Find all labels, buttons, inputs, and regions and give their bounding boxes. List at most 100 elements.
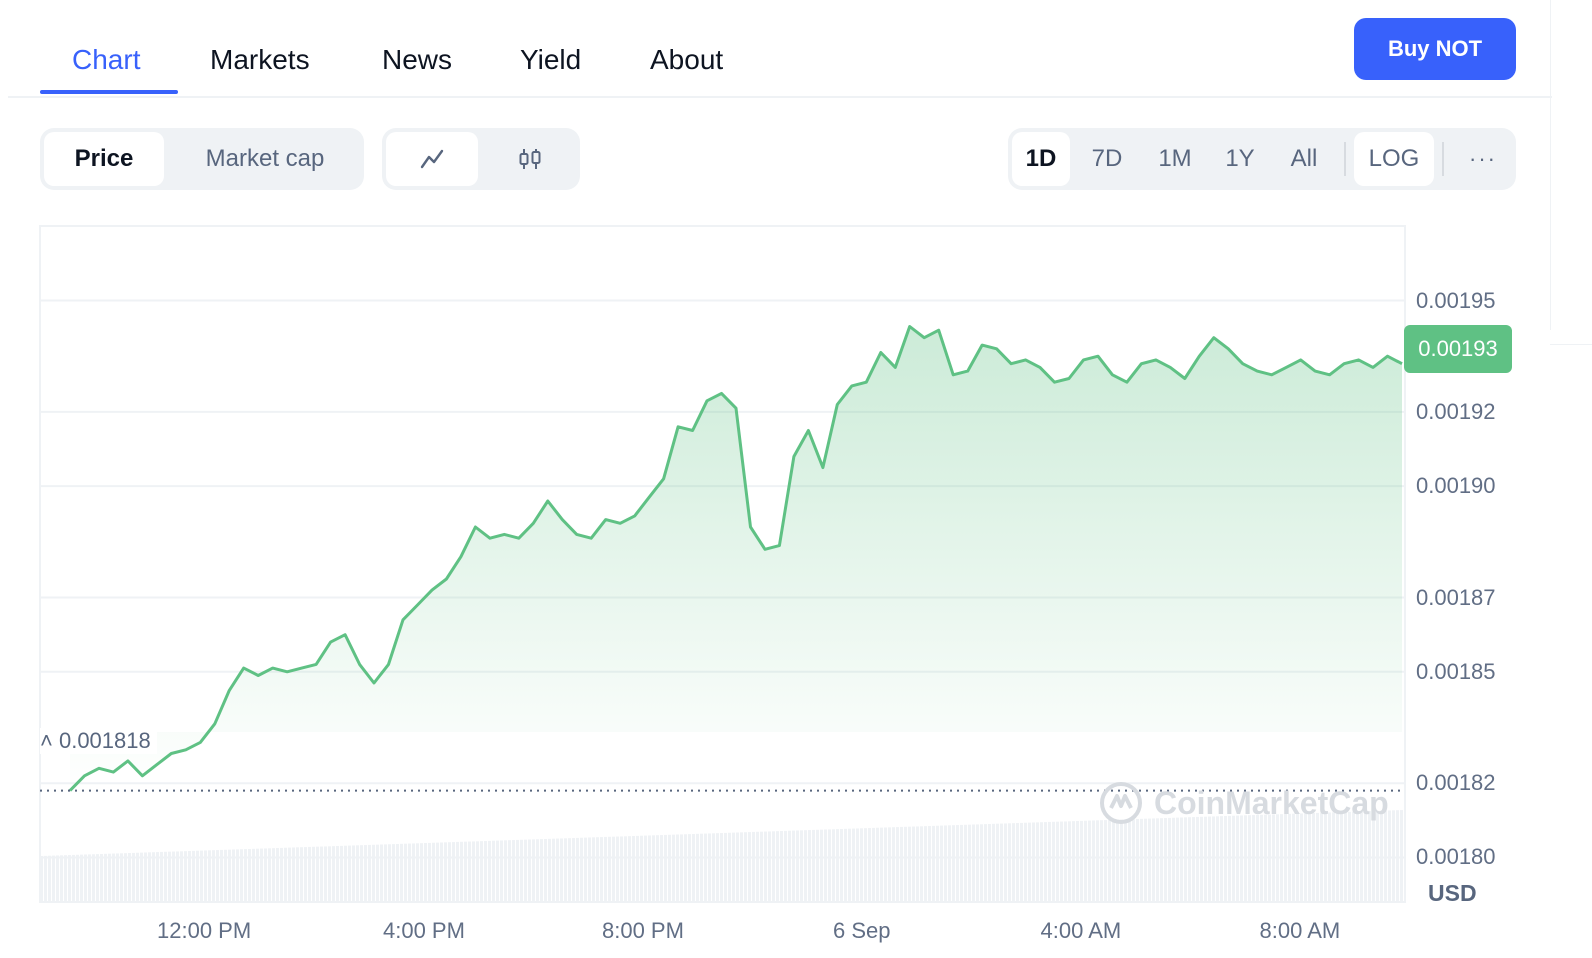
volume-bar xyxy=(1132,819,1135,902)
volume-bar xyxy=(584,837,587,902)
volume-bar xyxy=(1284,813,1287,902)
volume-bar xyxy=(704,833,707,902)
volume-bar xyxy=(1056,821,1059,902)
volume-bar xyxy=(336,846,339,902)
tab-chart[interactable]: Chart xyxy=(72,44,141,75)
buy-button[interactable]: Buy NOT xyxy=(1354,18,1516,80)
x-tick-label: 6 Sep xyxy=(833,918,891,943)
watermark-text: CoinMarketCap xyxy=(1154,784,1389,821)
volume-bar xyxy=(1340,812,1343,902)
x-tick-label: 4:00 AM xyxy=(1040,918,1122,943)
range-1y-button[interactable]: 1Y xyxy=(1225,145,1255,172)
volume-bar xyxy=(688,834,691,902)
volume-bar xyxy=(848,828,851,902)
range-toggle: 1D 7D 1M 1Y All LOG ··· xyxy=(1008,128,1516,190)
volume-bar xyxy=(936,825,939,902)
volume-bar xyxy=(1320,812,1323,902)
volume-bar xyxy=(620,836,623,902)
volume-bar xyxy=(952,825,955,902)
volume-bar xyxy=(1300,813,1303,902)
volume-bar xyxy=(932,825,935,902)
volume-bar xyxy=(220,849,223,902)
volume-bar xyxy=(740,832,743,902)
volume-bar xyxy=(1244,815,1247,902)
volume-bar xyxy=(1060,821,1063,902)
volume-bar xyxy=(80,854,83,902)
volume-bar xyxy=(844,828,847,902)
volume-bar xyxy=(996,823,999,902)
volume-bar xyxy=(100,853,103,902)
volume-bar xyxy=(1068,821,1071,902)
volume-bar xyxy=(684,834,687,902)
line-chart-button[interactable] xyxy=(386,132,478,186)
active-tab-indicator xyxy=(40,90,178,94)
volume-bar xyxy=(104,853,107,902)
volume-bar xyxy=(460,841,463,902)
volume-bar xyxy=(904,826,907,902)
volume-bar xyxy=(908,826,911,902)
range-1m-button[interactable]: 1M xyxy=(1158,145,1192,172)
volume-bar xyxy=(900,826,903,902)
volume-bar xyxy=(1148,818,1151,902)
volume-bar xyxy=(1184,817,1187,902)
range-7d-button[interactable]: 7D xyxy=(1091,145,1123,172)
metric-toggle: Price Market cap xyxy=(40,128,364,190)
log-scale-button[interactable]: LOG xyxy=(1354,132,1434,186)
price-toggle-button[interactable]: Price xyxy=(44,132,164,186)
volume-bar xyxy=(1204,816,1207,902)
candlestick-button[interactable] xyxy=(484,132,576,186)
volume-bar xyxy=(44,855,47,902)
volume-bar xyxy=(1092,820,1095,902)
x-tick-label: 4:00 PM xyxy=(383,918,465,943)
volume-bar xyxy=(928,826,931,902)
range-all-button[interactable]: All xyxy=(1290,145,1318,172)
volume-bar xyxy=(176,851,179,902)
tab-yield[interactable]: Yield xyxy=(520,44,582,75)
volume-bar xyxy=(1160,818,1163,902)
volume-bar xyxy=(712,833,715,902)
volume-bar xyxy=(764,831,767,902)
volume-bar xyxy=(896,827,899,902)
volume-bar xyxy=(672,834,675,902)
price-line xyxy=(68,325,1403,792)
volume-bar xyxy=(1080,820,1083,902)
volume-bar xyxy=(232,849,235,902)
volume-bar xyxy=(756,831,759,902)
volume-bar xyxy=(720,833,723,902)
volume-bar xyxy=(1384,810,1387,902)
volume-bar xyxy=(1100,820,1103,902)
volume-bar xyxy=(1064,821,1067,902)
volume-bar xyxy=(520,839,523,902)
market-cap-toggle-button[interactable]: Market cap xyxy=(205,145,325,172)
tab-markets[interactable]: Markets xyxy=(210,44,310,75)
volume-bar xyxy=(972,824,975,902)
volume-bar xyxy=(552,838,555,902)
volume-bar xyxy=(240,849,243,902)
volume-bar xyxy=(1116,819,1119,902)
volume-bar xyxy=(360,845,363,902)
volume-bar xyxy=(676,834,679,902)
y-tick-label: 0.00190 xyxy=(1416,473,1496,499)
volume-bar xyxy=(808,830,811,902)
volume-bar xyxy=(480,841,483,902)
tab-about[interactable]: About xyxy=(650,44,724,75)
tab-news[interactable]: News xyxy=(382,44,453,75)
volume-bar xyxy=(264,848,267,902)
volume-bar xyxy=(1264,814,1267,902)
volume-bar xyxy=(1240,815,1243,902)
volume-bar xyxy=(284,847,287,902)
range-1d-button[interactable]: 1D xyxy=(1012,132,1070,186)
volume-bar xyxy=(420,843,423,902)
volume-bar xyxy=(656,835,659,902)
volume-bar xyxy=(500,840,503,902)
volume-bar xyxy=(392,844,395,902)
volume-bar xyxy=(204,850,207,902)
volume-bar xyxy=(244,849,247,902)
volume-bar xyxy=(1376,810,1379,902)
volume-bar xyxy=(436,842,439,902)
volume-bar xyxy=(1120,819,1123,902)
volume-bar xyxy=(920,826,923,902)
volume-bar xyxy=(508,840,511,902)
more-options-button[interactable]: ··· xyxy=(1469,146,1497,171)
